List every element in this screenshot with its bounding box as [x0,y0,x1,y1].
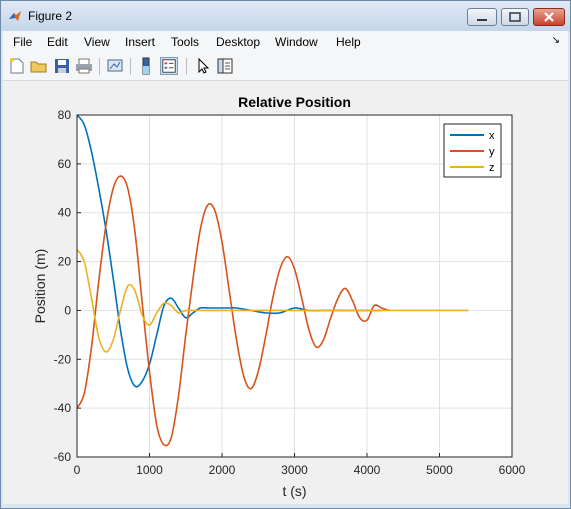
menu-window[interactable]: Window [275,35,318,49]
y-tick-label: 80 [58,108,72,122]
toolbar-separator [186,58,187,75]
save-icon[interactable] [53,57,71,75]
dock-arrow-icon[interactable]: ↘ [551,35,560,46]
close-icon [544,12,554,22]
y-tick-label: 0 [64,303,71,317]
menu-view[interactable]: View [84,35,110,49]
x-tick-label: 1000 [136,463,163,477]
x-axis-label: t (s) [282,483,306,499]
pointer-icon[interactable] [194,57,212,75]
title-bar[interactable]: Figure 2 [1,1,570,31]
menu-bar: File Edit View Insert Tools Desktop Wind… [3,31,568,53]
menu-help[interactable]: Help [336,35,361,49]
y-tick-label: -20 [54,352,72,366]
menu-file[interactable]: File [13,35,33,49]
legend-entry-x: x [489,130,495,142]
chart-title: Relative Position [238,94,351,110]
y-tick-label: -40 [54,401,72,415]
maximize-button[interactable] [501,8,529,26]
relative-position-chart[interactable]: Relative Position t (s) Position (m) xyz… [3,81,568,504]
x-tick-label: 3000 [281,463,308,477]
legend[interactable]: xyz [443,123,502,178]
print-icon[interactable] [75,57,93,75]
open-file-icon[interactable] [30,57,48,75]
toolbar [3,53,568,81]
y-tick-label: 40 [58,206,72,220]
new-figure-icon[interactable] [8,57,26,75]
menu-edit[interactable]: Edit [47,35,68,49]
menu-tools[interactable]: Tools [171,35,200,49]
maximize-icon [509,12,521,22]
matlab-logo-icon [9,11,21,21]
tick-marks [76,114,513,458]
menu-desktop[interactable]: Desktop [216,35,261,49]
series-line-y [76,175,390,447]
toolbar-separator [130,58,131,75]
series-lines [76,114,469,447]
x-tick-label: 2000 [209,463,236,477]
toolbar-separator [99,58,100,75]
close-button[interactable] [533,8,565,26]
link-plot-icon[interactable] [106,57,124,75]
minimize-button[interactable] [467,8,497,26]
x-tick-label: 6000 [499,463,526,477]
menu-insert[interactable]: Insert [125,35,156,49]
x-tick-label: 4000 [354,463,381,477]
x-tick-label: 5000 [426,463,453,477]
y-axis-label: Position (m) [32,249,48,324]
y-tick-label: -60 [54,450,72,464]
property-inspector-icon[interactable] [216,57,234,75]
y-tick-label: 20 [58,255,72,269]
legend-entry-y: y [489,146,495,158]
y-tick-label: 60 [58,157,72,171]
colorbar-icon[interactable] [137,57,155,75]
window-title: Figure 2 [28,9,73,23]
series-line-z [76,248,469,353]
minimize-icon [477,19,487,21]
x-tick-label: 0 [74,463,81,477]
legend-entry-z: z [489,162,495,174]
legend-icon[interactable] [160,57,178,75]
